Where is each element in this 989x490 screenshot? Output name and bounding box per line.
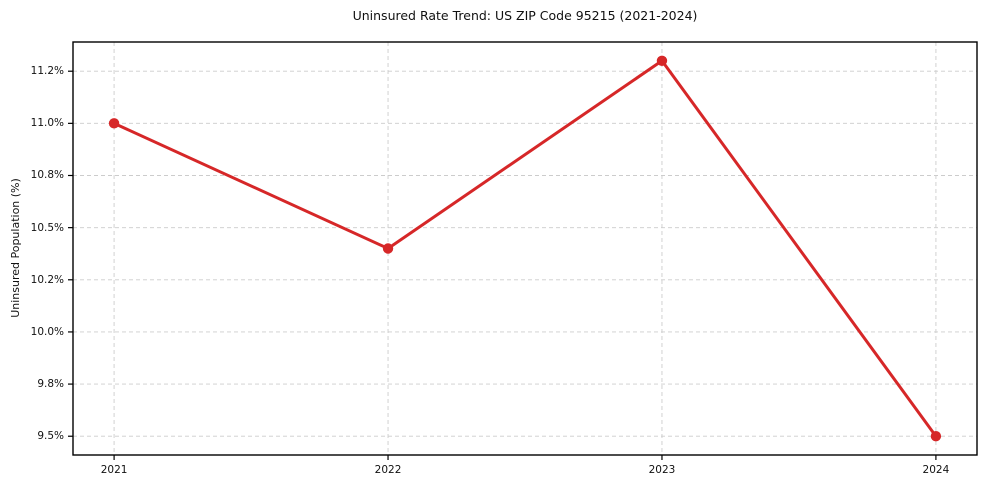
data-point-2021 xyxy=(108,118,120,129)
x-tick-label: 2024 xyxy=(922,464,950,476)
y-tick-label: 9.5% xyxy=(37,430,64,443)
y-tick-label: 11.0% xyxy=(30,117,64,130)
y-tick-label: 10.0% xyxy=(30,325,64,338)
y-tick-label: 10.8% xyxy=(30,169,64,182)
y-tick-label: 9.8% xyxy=(37,378,64,391)
data-point-2022 xyxy=(382,243,394,254)
x-tick-label: 2023 xyxy=(648,464,676,476)
data-point-2024 xyxy=(930,431,942,442)
y-tick-label: 11.2% xyxy=(30,65,64,78)
data-point-2023 xyxy=(656,55,668,66)
x-tick-label: 2021 xyxy=(100,464,128,476)
x-tick-label: 2022 xyxy=(374,464,402,476)
chart-title: Uninsured Rate Trend: US ZIP Code 95215 … xyxy=(352,8,698,23)
y-tick-label: 10.2% xyxy=(30,273,64,286)
trend-line xyxy=(112,59,938,438)
plot-area-border xyxy=(72,41,978,456)
y-tick-label: 10.5% xyxy=(30,221,64,234)
